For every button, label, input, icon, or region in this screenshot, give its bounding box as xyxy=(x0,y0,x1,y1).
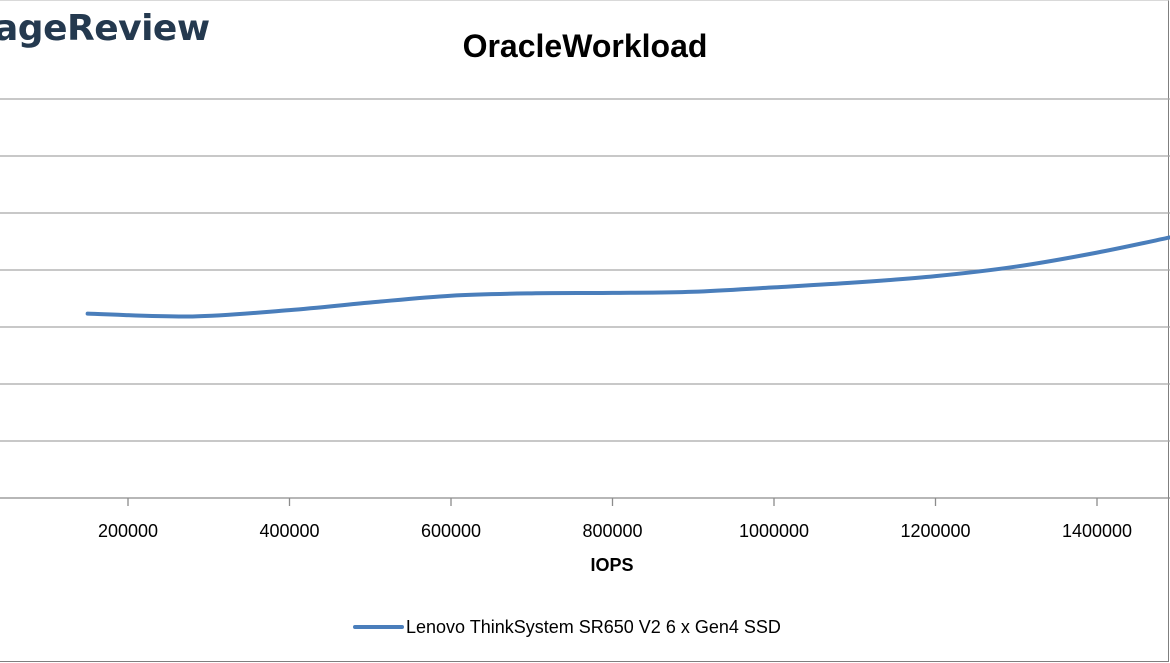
x-tick-label: 1200000 xyxy=(900,521,970,541)
chart-title: OracleWorkload xyxy=(463,28,708,64)
x-axis: 200000 400000 600000 800000 1000000 1200000 14… xyxy=(98,498,1132,541)
x-tick-label: 800000 xyxy=(582,521,642,541)
legend: Lenovo ThinkSystem SR650 V2 6 x Gen4 SSD xyxy=(353,617,781,637)
x-tick-label: 1400000 xyxy=(1062,521,1132,541)
series-line-0 xyxy=(85,235,1170,319)
legend-label: Lenovo ThinkSystem SR650 V2 6 x Gen4 SSD xyxy=(406,617,781,637)
series-layer xyxy=(85,235,1170,319)
x-axis-title: IOPS xyxy=(590,555,633,575)
brand-logo: ageReview xyxy=(0,8,210,49)
text-layer: OracleWorkload IOPS xyxy=(463,28,708,575)
x-tick-label: 1000000 xyxy=(739,521,809,541)
x-tick-label: 200000 xyxy=(98,521,158,541)
gridlines xyxy=(0,98,1170,499)
x-tick-label: 600000 xyxy=(421,521,481,541)
x-tick-label: 400000 xyxy=(259,521,319,541)
